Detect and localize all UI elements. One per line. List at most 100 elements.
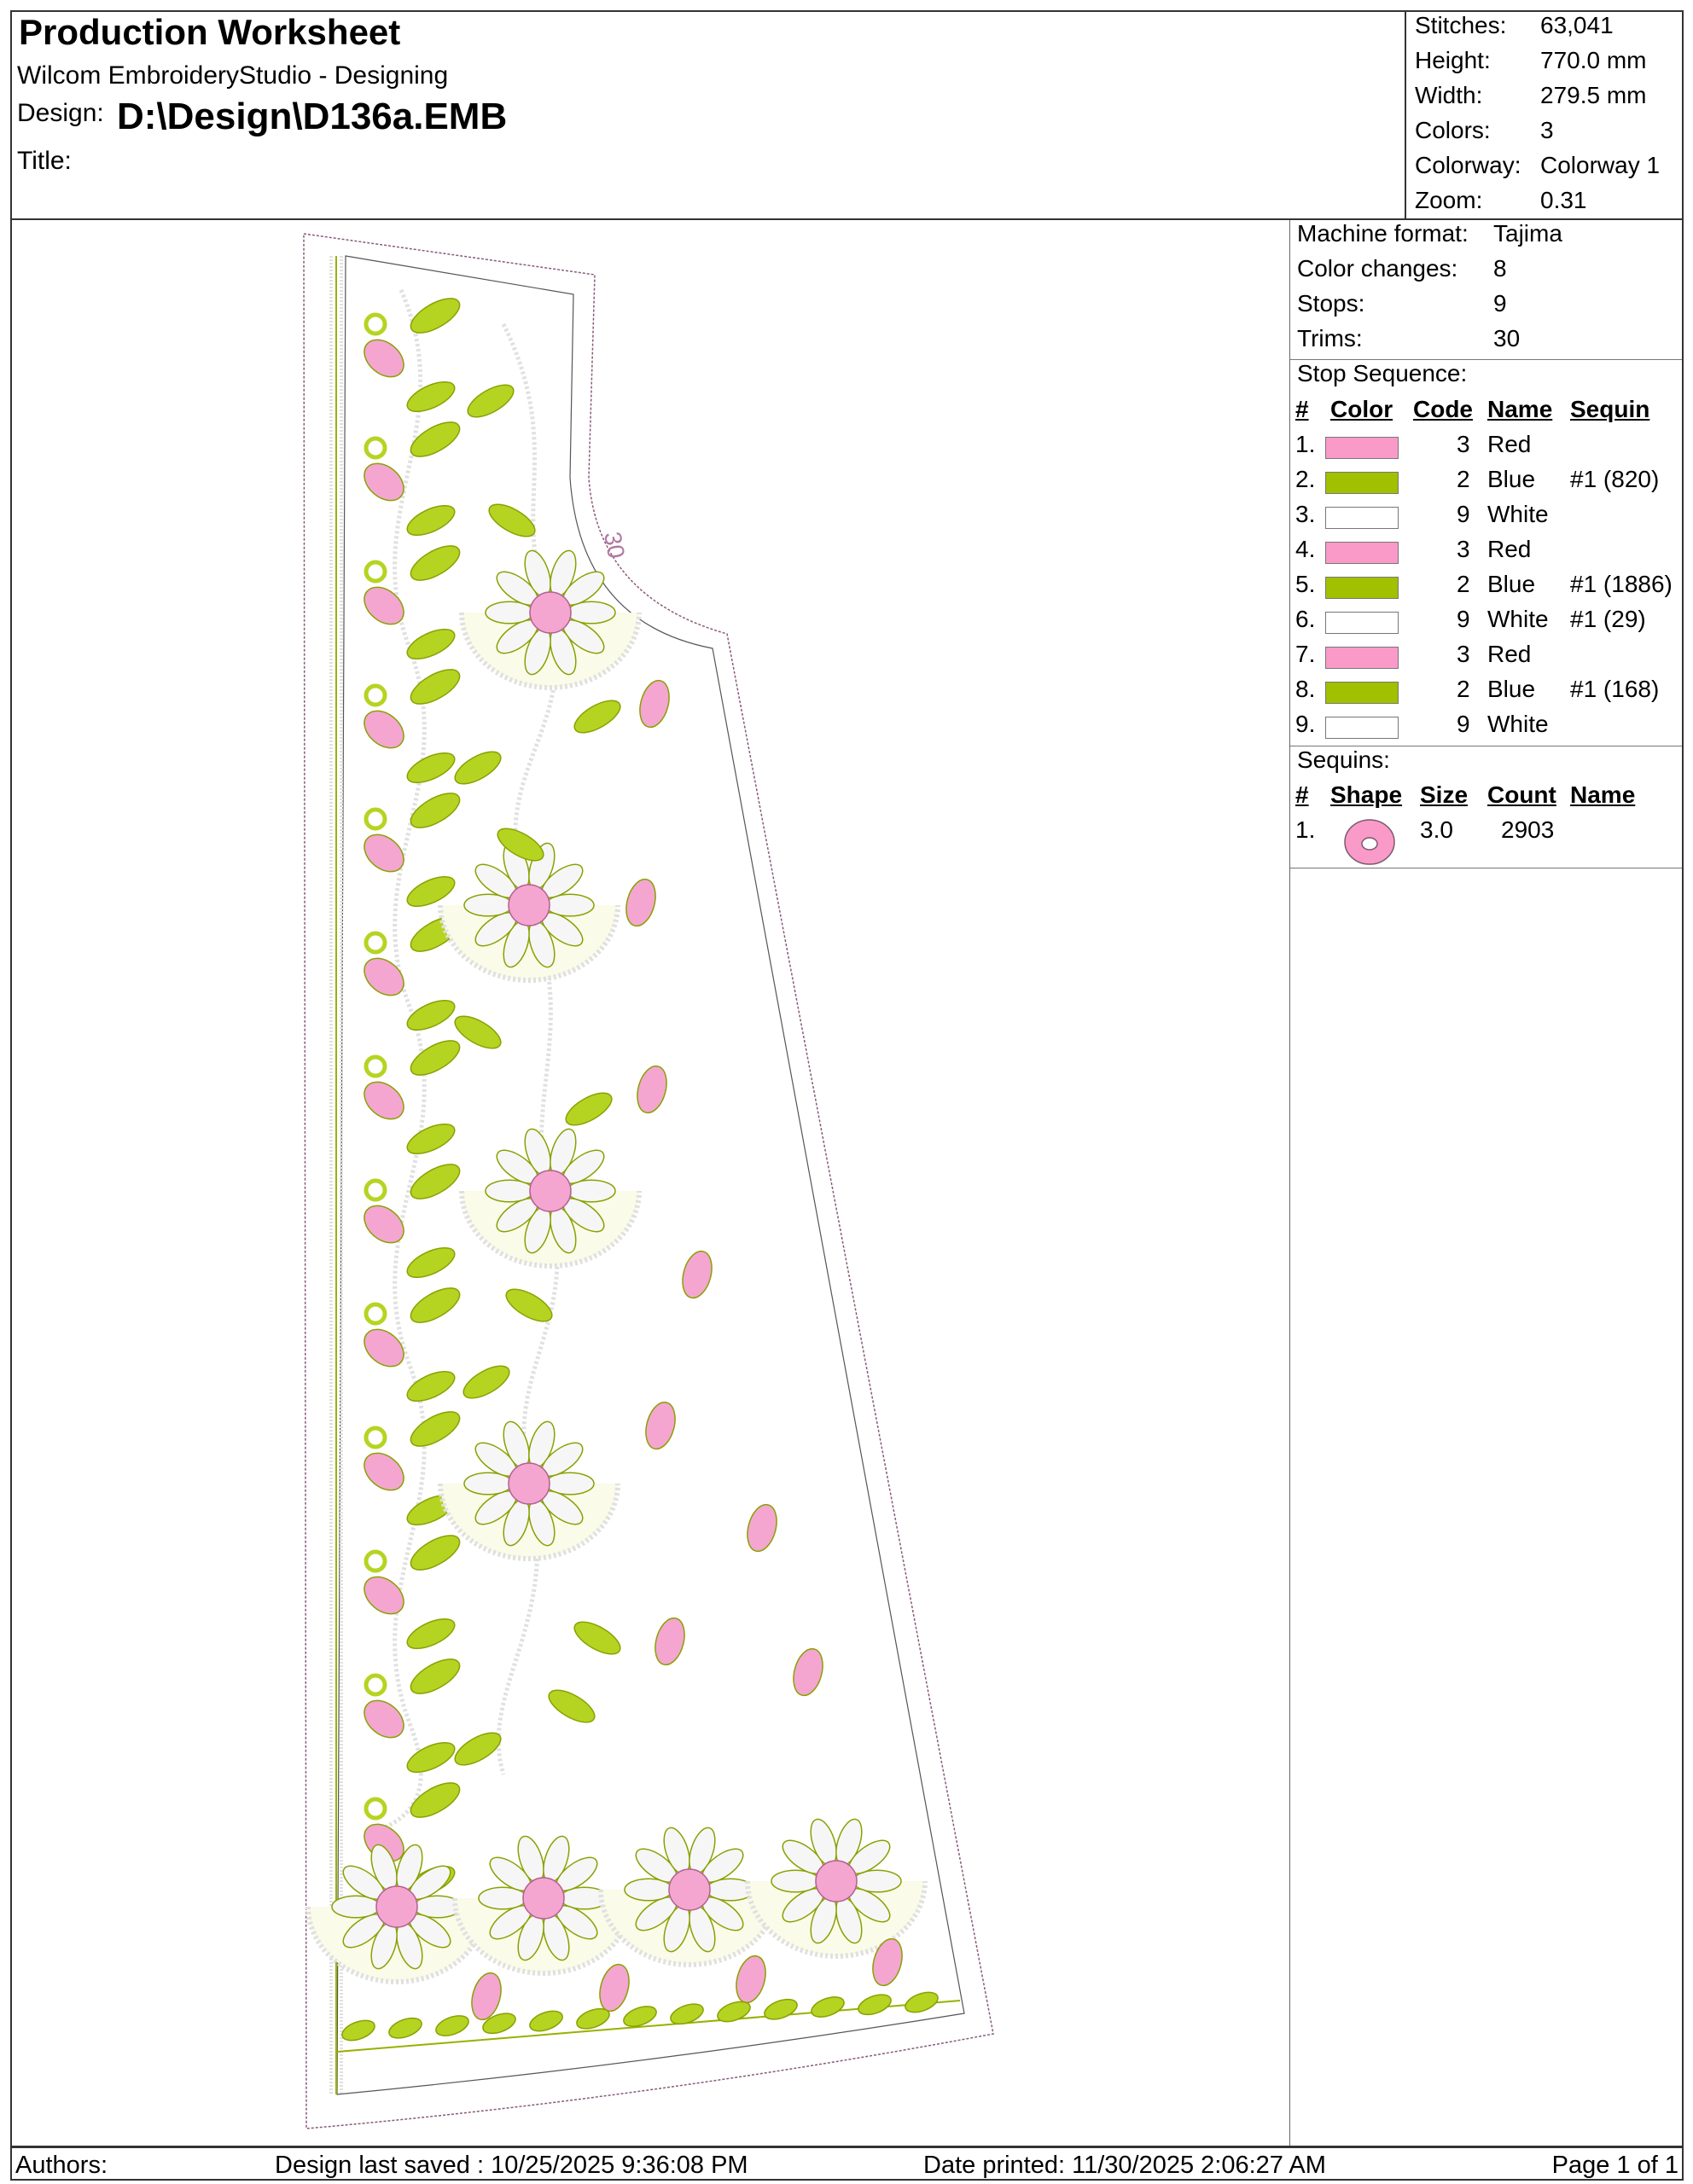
design-label: Design: xyxy=(17,99,104,127)
paisley xyxy=(364,586,404,625)
seq-col-header-size: Size xyxy=(1420,781,1469,808)
stat-value: 0.31 xyxy=(1540,187,1587,213)
leaf xyxy=(410,1411,461,1447)
stat-label: Colors: xyxy=(1415,117,1491,143)
leaf xyxy=(406,752,456,784)
curl xyxy=(364,1054,387,1078)
stop-row-num: 6. xyxy=(1295,606,1316,632)
paisley xyxy=(655,1617,685,1666)
leaf xyxy=(454,751,502,785)
stop-row-num: 9. xyxy=(1295,711,1316,737)
leaf xyxy=(670,2003,704,2025)
leaf xyxy=(454,1015,502,1049)
stop-row-name: Red xyxy=(1487,641,1532,667)
paisley xyxy=(471,1972,502,2021)
leaf xyxy=(410,1287,461,1323)
leaf xyxy=(410,298,461,334)
flower-center xyxy=(508,884,550,926)
leaf xyxy=(482,2013,516,2035)
col-header-color: Color xyxy=(1330,396,1393,422)
paisley xyxy=(599,1963,630,2013)
paisley xyxy=(364,1452,404,1491)
col-header-num: # xyxy=(1295,396,1309,422)
app-subtitle: Wilcom EmbroideryStudio - Designing xyxy=(17,61,449,90)
paisley xyxy=(364,1205,404,1244)
circle-sequin-icon xyxy=(1344,819,1395,865)
paisley xyxy=(872,1937,903,1987)
design-path: D:\Design\D136a.EMB xyxy=(117,96,508,137)
leaf xyxy=(529,2010,563,2032)
leaf xyxy=(410,1164,461,1199)
sequin-size: 3.0 xyxy=(1420,816,1453,843)
curl xyxy=(364,560,387,584)
paisley xyxy=(364,1576,404,1615)
stop-row-name: White xyxy=(1487,711,1549,737)
machine-format-label: Machine format: xyxy=(1297,220,1469,247)
trims-label: Trims: xyxy=(1297,325,1363,351)
stat-label: Colorway: xyxy=(1415,152,1521,178)
stat-label: Zoom: xyxy=(1415,187,1483,213)
worksheet-header: Production Worksheet Wilcom EmbroiderySt… xyxy=(10,10,1684,220)
col-header-name: Name xyxy=(1487,396,1553,422)
leaf xyxy=(488,503,536,537)
paisley xyxy=(747,1503,777,1553)
bottom-border-line xyxy=(336,2000,961,2053)
stat-label: Height: xyxy=(1415,47,1491,73)
leaf xyxy=(341,2019,375,2042)
trims-value: 30 xyxy=(1493,325,1521,351)
leaf xyxy=(406,628,456,660)
last-saved: Design last saved : 10/25/2025 9:36:08 P… xyxy=(275,2152,748,2179)
stat-value: 3 xyxy=(1540,117,1554,143)
color-changes-label: Color changes: xyxy=(1297,255,1458,282)
curl xyxy=(364,436,387,460)
stop-row-name: Red xyxy=(1487,431,1532,457)
flower-center xyxy=(522,1877,565,1920)
leaf xyxy=(905,1991,939,2013)
paisley xyxy=(364,957,404,996)
leaf xyxy=(435,2015,469,2036)
paisley xyxy=(637,1065,667,1114)
leaf xyxy=(623,2006,657,2027)
curl xyxy=(364,1673,387,1697)
leaf xyxy=(505,1288,553,1322)
flower-center xyxy=(529,1170,572,1212)
leaf xyxy=(406,380,456,413)
paisley xyxy=(639,679,670,729)
stat-value: 770.0 mm xyxy=(1540,47,1647,73)
col-header-code: Code xyxy=(1413,396,1473,422)
stop-row-num: 5. xyxy=(1295,571,1316,597)
leaf xyxy=(858,1994,892,2016)
info-side-panel: Machine format: Tajima Color changes: 8 … xyxy=(1289,220,1684,2146)
seq-col-header-shape: Shape xyxy=(1330,781,1403,808)
paisley xyxy=(793,1647,823,1697)
leaf xyxy=(497,828,544,862)
leaf xyxy=(410,545,461,581)
stops-label: Stops: xyxy=(1297,290,1365,317)
color-changes-value: 8 xyxy=(1493,255,1507,282)
inner-placement-line xyxy=(336,255,965,2095)
embroidery-design-image xyxy=(303,233,994,2129)
stop-row-name: Red xyxy=(1487,536,1532,562)
curl xyxy=(364,1549,387,1573)
stop-row-code: 3 xyxy=(1457,536,1470,562)
leaf xyxy=(410,1040,461,1076)
color-swatch xyxy=(1325,507,1399,529)
leaf xyxy=(406,1246,456,1279)
paisley xyxy=(364,339,404,378)
sequin-row-num: 1. xyxy=(1295,816,1316,843)
flower-center xyxy=(375,1885,418,1928)
sequin-count: 2903 xyxy=(1501,816,1555,843)
leaf xyxy=(406,1370,456,1403)
stop-row-name: Blue xyxy=(1487,466,1536,492)
seq-col-header-num: # xyxy=(1295,781,1309,808)
stat-label: Stitches: xyxy=(1415,12,1507,38)
leaf xyxy=(410,669,461,705)
curl xyxy=(364,683,387,707)
stop-row-num: 1. xyxy=(1295,431,1316,457)
color-swatch xyxy=(1325,577,1399,599)
leaf xyxy=(406,999,456,1031)
stop-row-code: 9 xyxy=(1457,501,1470,527)
stop-row-code: 3 xyxy=(1457,431,1470,457)
stat-label: Width: xyxy=(1415,82,1483,108)
leaf xyxy=(548,1689,596,1723)
